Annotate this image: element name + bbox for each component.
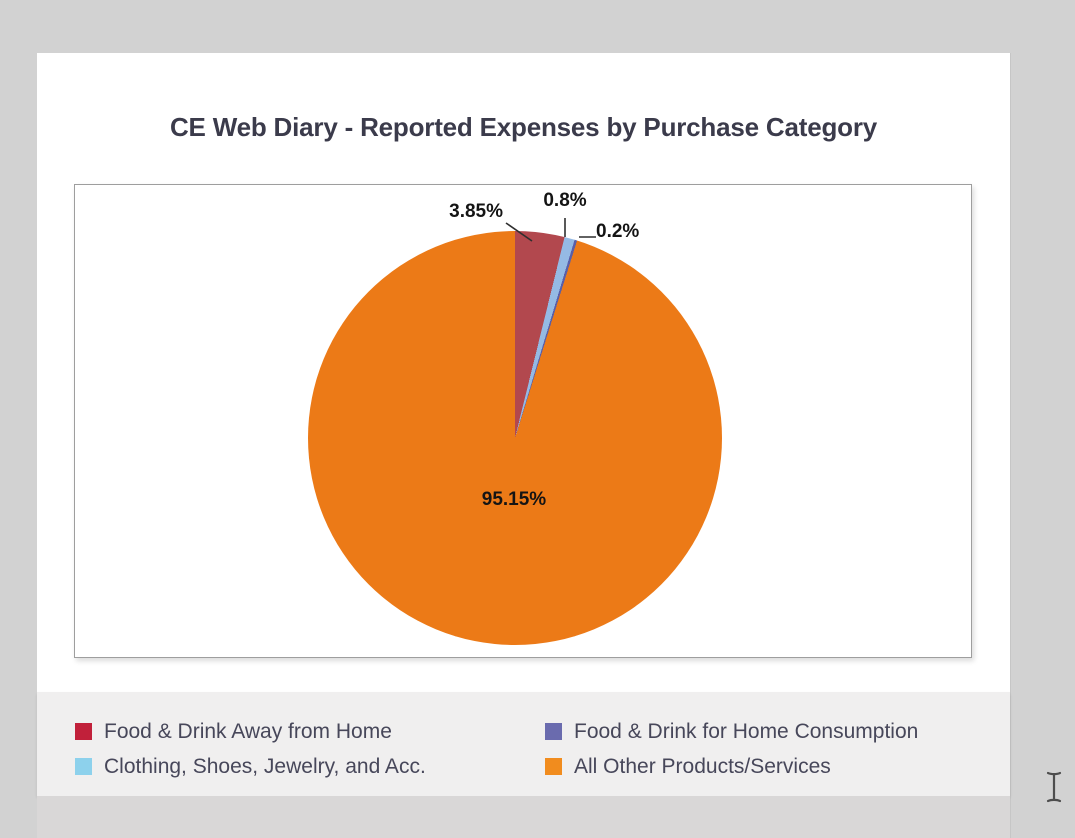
pie-chart — [308, 231, 722, 645]
slice-label-all-other: 95.15% — [481, 489, 547, 510]
legend-item-all-other: All Other Products/Services — [545, 749, 1010, 784]
legend-item-food-home: Food & Drink for Home Consumption — [545, 714, 1010, 749]
legend-label-food-home: Food & Drink for Home Consumption — [574, 719, 919, 743]
chart-title: CE Web Diary - Reported Expenses by Purc… — [169, 112, 878, 142]
legend-label-clothing: Clothing, Shoes, Jewelry, and Acc. — [104, 754, 426, 778]
legend-swatch-food-home — [545, 723, 562, 740]
slice-label-food-home: 0.2% — [596, 221, 640, 242]
slice-label-food-away: 3.85% — [449, 201, 503, 222]
legend-label-all-other: All Other Products/Services — [574, 754, 831, 778]
legend-swatch-clothing — [75, 758, 92, 775]
legend: Food & Drink Away from Home Food & Drink… — [37, 692, 1010, 796]
legend-swatch-all-other — [545, 758, 562, 775]
text-cursor-icon — [1046, 771, 1062, 803]
legend-item-clothing: Clothing, Shoes, Jewelry, and Acc. — [75, 749, 545, 784]
legend-item-food-away: Food & Drink Away from Home — [75, 714, 545, 749]
legend-label-food-away: Food & Drink Away from Home — [104, 719, 392, 743]
report-card: CE Web Diary - Reported Expenses by Purc… — [37, 53, 1011, 838]
footer-band — [37, 796, 1010, 838]
slice-label-clothing: 0.8% — [543, 190, 587, 211]
legend-swatch-food-away — [75, 723, 92, 740]
plot-area: 3.85% 0.8% 0.2% 95.15% — [74, 184, 972, 658]
